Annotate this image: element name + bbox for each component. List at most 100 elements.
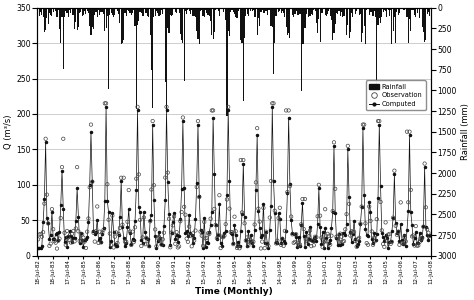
Bar [97,8,98,17]
Bar [281,8,282,13]
Bar [376,8,377,88]
Bar [209,8,210,16]
Point [90,230,97,235]
Bar [345,8,346,9]
Bar [49,8,50,13]
Bar [338,8,339,11]
Bar [390,8,391,10]
Bar [63,8,64,69]
Point [304,239,311,244]
Point [311,234,319,239]
Bar [104,8,105,31]
Bar [40,8,41,13]
Point [125,188,133,193]
Bar [99,8,100,15]
Point [392,224,400,228]
Point [199,244,207,248]
Bar [249,8,250,9]
Point [371,235,378,240]
Point [406,129,413,134]
Bar [227,8,228,115]
Point [64,235,72,240]
Point [258,239,266,244]
Bar [263,8,264,13]
Point [139,235,146,240]
Point [169,223,177,228]
Point [358,204,365,209]
Bar [168,8,170,33]
Point [319,245,327,250]
Bar [68,8,69,17]
Point [135,172,143,177]
Point [58,165,66,170]
Point [387,242,394,246]
Point [217,246,225,250]
Bar [176,8,177,13]
Point [375,119,383,124]
Bar [223,8,224,12]
Point [39,230,47,235]
Bar [132,8,133,13]
Bar [161,8,162,10]
Bar [119,8,120,23]
Point [34,237,42,242]
Point [264,242,271,246]
Point [404,200,412,205]
Bar [182,8,183,43]
Bar [118,8,119,14]
Bar [307,8,308,9]
Bar [322,8,323,13]
Bar [332,8,333,40]
Bar [427,8,428,14]
Bar [313,8,314,10]
Bar [158,8,160,16]
Point [343,212,350,217]
Bar [112,8,113,15]
Point [219,235,227,240]
Point [207,216,214,221]
Bar [221,8,222,9]
Point [115,232,122,236]
Bar [127,8,128,10]
Point [422,205,429,210]
Point [208,108,216,113]
Point [110,245,118,250]
Point [316,213,324,218]
Bar [318,8,319,19]
Bar [259,8,260,26]
Bar [421,8,423,27]
Bar [197,8,199,39]
Bar [234,8,235,14]
Point [374,119,382,124]
Point [159,237,166,242]
Point [141,242,149,247]
Bar [367,8,368,9]
Point [237,158,245,162]
Bar [331,8,332,20]
Bar [268,8,269,10]
Bar [402,8,404,10]
Bar [135,8,136,26]
Bar [348,8,350,38]
Bar [311,8,312,14]
Bar [229,8,230,36]
Point [57,216,64,220]
Bar [100,8,101,12]
Point [62,242,70,247]
Bar [297,8,298,15]
Bar [200,8,201,11]
Bar [362,8,364,33]
Point [133,176,140,181]
Bar [260,8,262,12]
Bar [306,8,307,14]
Point [223,197,231,202]
Point [116,226,124,230]
Point [255,206,262,211]
Bar [292,8,293,15]
Bar [282,8,283,11]
Bar [252,8,253,11]
Point [272,241,280,246]
Bar [65,8,66,11]
Point [185,224,193,229]
Bar [187,8,189,10]
